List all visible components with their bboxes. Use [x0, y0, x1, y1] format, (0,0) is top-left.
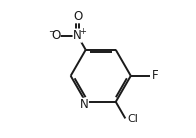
Text: N: N: [80, 98, 88, 111]
Text: F: F: [152, 69, 158, 82]
Text: Cl: Cl: [127, 114, 138, 124]
Text: −: −: [48, 28, 55, 37]
Text: O: O: [51, 29, 60, 42]
Text: O: O: [73, 10, 82, 23]
Text: N: N: [73, 29, 82, 42]
Text: +: +: [79, 27, 86, 36]
